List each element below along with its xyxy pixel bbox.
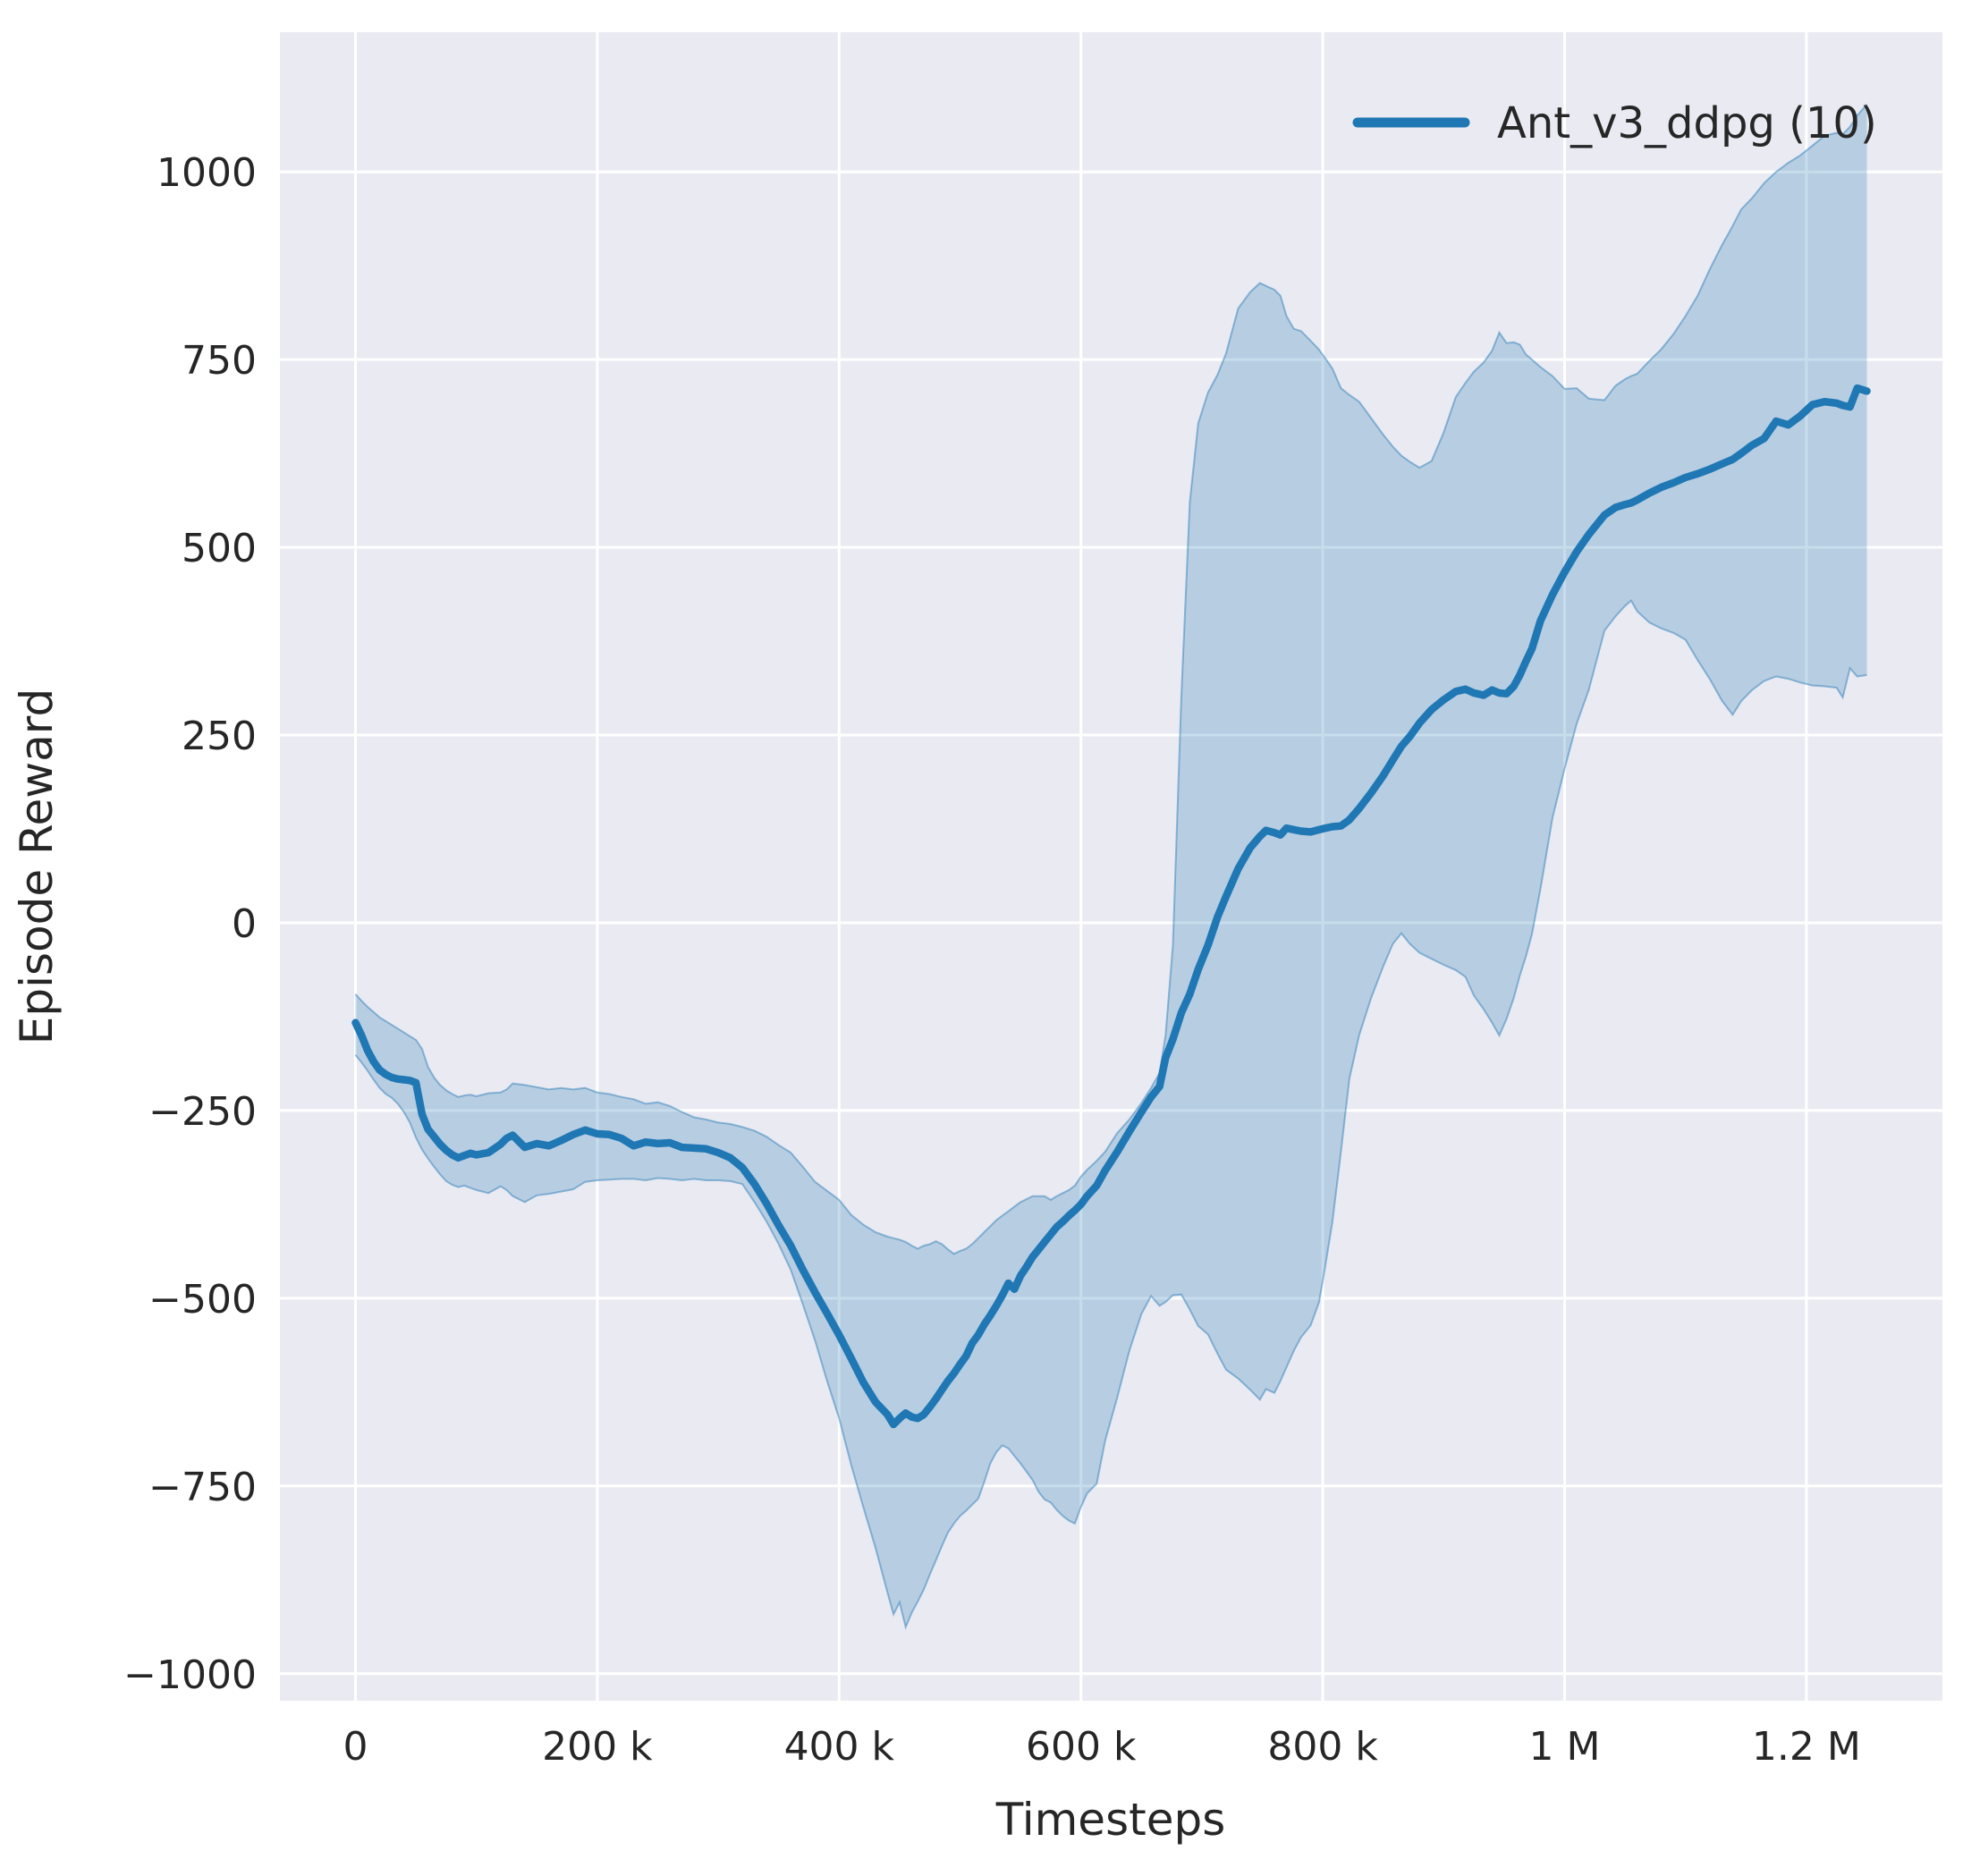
confidence-band — [355, 104, 1867, 1627]
x-tick-label: 800 k — [1267, 1724, 1378, 1770]
y-tick-label: −500 — [148, 1277, 257, 1322]
y-tick-label: 0 — [232, 901, 257, 947]
plot-area — [280, 32, 1942, 1701]
x-tick-label: 1 M — [1529, 1724, 1601, 1770]
y-tick-label: 500 — [182, 526, 257, 571]
confidence-band-upper-edge — [354, 103, 1868, 1255]
x-tick-labels: 0 200 k 400 k 600 k 800 k 1 M 1.2 M — [343, 1724, 1861, 1770]
x-tick-label: 600 k — [1026, 1724, 1137, 1770]
legend-label: Ant_v3_ddpg (10) — [1497, 98, 1877, 148]
x-tick-label: 1.2 M — [1752, 1724, 1861, 1770]
x-tick-label: 0 — [343, 1724, 368, 1770]
y-tick-label: 750 — [182, 338, 257, 384]
x-axis-label: Timesteps — [995, 1794, 1226, 1846]
legend: Ant_v3_ddpg (10) — [1352, 98, 1877, 148]
y-tick-labels: −1000 −750 −500 −250 0 250 500 750 1000 — [123, 150, 257, 1698]
y-tick-label: 250 — [182, 714, 257, 759]
y-tick-label: −250 — [148, 1089, 257, 1135]
x-tick-label: 400 k — [784, 1724, 895, 1770]
y-tick-label: −1000 — [123, 1652, 257, 1698]
gridlines — [280, 32, 1942, 1701]
y-tick-label: −750 — [148, 1465, 257, 1510]
y-axis-label: Episode Reward — [11, 689, 63, 1044]
mean-reward-line — [351, 384, 1871, 1429]
confidence-band-lower-edge — [354, 599, 1867, 1630]
x-tick-label: 200 k — [542, 1724, 653, 1770]
y-tick-label: 1000 — [157, 150, 257, 196]
